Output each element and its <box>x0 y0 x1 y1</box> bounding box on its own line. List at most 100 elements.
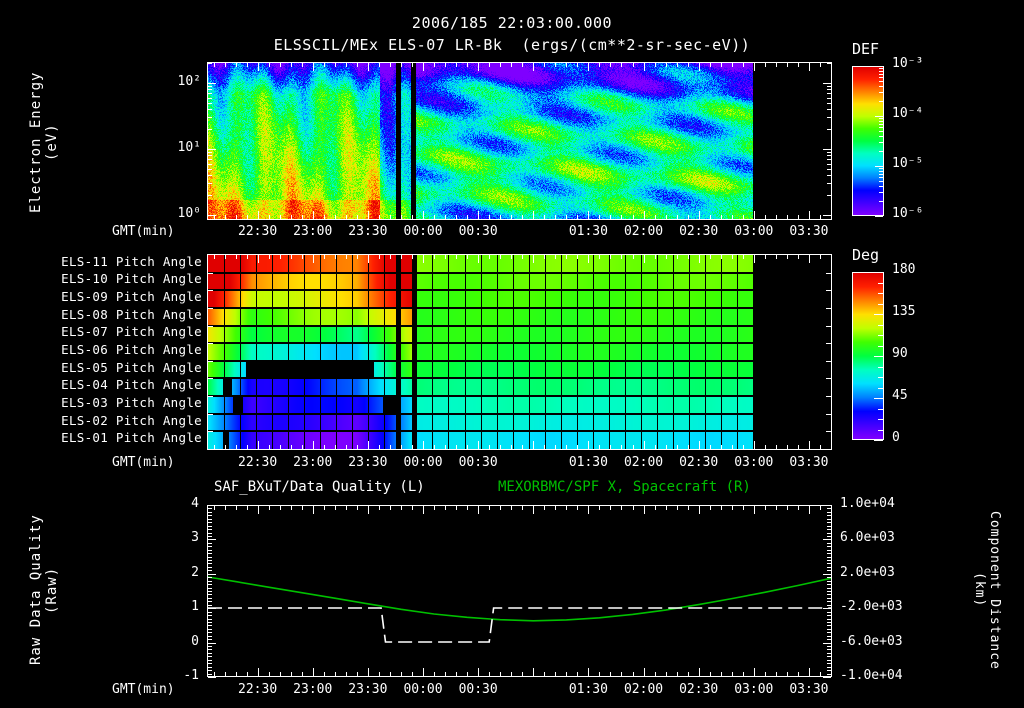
axis-tick <box>544 672 545 676</box>
component-distance-tick-label: -1.0e+04 <box>840 668 903 683</box>
axis-tick <box>826 308 831 309</box>
axis-tick <box>588 63 589 71</box>
axis-tick <box>445 63 446 67</box>
axis-tick <box>412 255 413 259</box>
axis-tick <box>732 672 733 676</box>
deg-tick-label: 135 <box>892 304 916 319</box>
axis-tick <box>879 131 883 132</box>
axis-tick <box>765 215 766 219</box>
axis-tick <box>566 255 567 259</box>
axis-tick <box>809 441 810 449</box>
axis-tick <box>827 195 831 196</box>
axis-tick <box>280 506 281 510</box>
axis-tick <box>787 506 788 510</box>
axis-tick <box>346 215 347 219</box>
data-quality-trace <box>208 607 831 643</box>
axis-tick <box>208 663 212 664</box>
axis-tick <box>423 506 424 514</box>
axis-tick <box>313 441 314 449</box>
axis-tick <box>765 63 766 67</box>
axis-tick <box>566 63 567 67</box>
time-tick-label: 01:30 <box>568 224 608 239</box>
axis-tick <box>879 192 883 193</box>
pitch-angle-image <box>208 255 791 449</box>
axis-tick <box>878 409 883 410</box>
axis-tick <box>467 63 468 67</box>
component-distance-tick-label: 6.0e+03 <box>840 530 895 546</box>
axis-tick <box>827 526 831 527</box>
axis-tick <box>324 215 325 219</box>
axis-tick <box>732 506 733 510</box>
deg-tick-label: 180 <box>892 262 916 277</box>
axis-tick <box>809 668 810 676</box>
spectrogram-plot-frame <box>207 62 832 220</box>
axis-tick <box>225 506 226 510</box>
axis-tick <box>879 101 883 102</box>
spectrogram-x-axis-label: GMT(min) <box>112 224 175 239</box>
axis-tick <box>208 215 216 216</box>
axis-tick <box>827 86 831 87</box>
component-distance-tick-label: 2.0e+03 <box>840 564 895 580</box>
axis-tick <box>827 533 831 534</box>
axis-tick <box>879 181 883 182</box>
axis-tick <box>555 506 556 510</box>
axis-tick <box>879 151 883 152</box>
axis-tick <box>655 63 656 67</box>
axis-tick <box>225 672 226 676</box>
axis-tick <box>456 672 457 676</box>
axis-tick <box>225 215 226 219</box>
axis-tick <box>688 215 689 219</box>
axis-tick <box>423 255 424 263</box>
axis-tick <box>208 169 212 170</box>
axis-tick <box>379 215 380 219</box>
axis-tick <box>798 445 799 449</box>
deg-colorbar <box>852 272 884 440</box>
axis-tick <box>214 255 215 259</box>
axis-tick <box>827 629 831 630</box>
time-tick-label: 03:00 <box>734 682 774 697</box>
axis-tick <box>827 646 831 647</box>
axis-tick <box>879 118 883 119</box>
axis-tick <box>208 660 212 661</box>
axis-tick <box>302 63 303 67</box>
axis-tick <box>269 63 270 67</box>
axis-tick <box>208 677 216 678</box>
axis-tick <box>208 601 212 602</box>
axis-tick <box>511 255 512 259</box>
axis-tick <box>401 445 402 449</box>
component-distance-tick-label: 1.0e+04 <box>840 496 895 511</box>
axis-tick <box>827 594 831 595</box>
axis-tick <box>827 63 831 64</box>
axis-tick <box>544 215 545 219</box>
axis-tick <box>820 506 821 510</box>
axis-tick <box>533 441 534 449</box>
axis-tick <box>826 326 831 327</box>
axis-tick <box>208 152 212 153</box>
axis-tick <box>522 445 523 449</box>
axis-tick <box>302 255 303 259</box>
timeseries-right-y-axis-label: Component Distance (km) <box>972 510 1002 670</box>
timeseries-left-y-axis-label: Raw Data Quality (Raw) <box>28 514 60 666</box>
axis-tick <box>368 63 369 71</box>
axis-tick <box>478 441 479 449</box>
def-tick-label: 10⁻⁶ <box>892 206 924 221</box>
pitch-angle-row-label: ELS-05 Pitch Angle <box>61 359 202 375</box>
axis-tick <box>555 672 556 676</box>
axis-tick <box>208 86 212 87</box>
axis-tick <box>588 441 589 449</box>
axis-tick <box>522 506 523 510</box>
axis-tick <box>743 63 744 67</box>
axis-tick <box>798 63 799 67</box>
pitch-angle-row-label: ELS-08 Pitch Angle <box>61 306 202 322</box>
axis-tick <box>827 649 831 650</box>
axis-tick <box>434 445 435 449</box>
time-tick-label: 03:30 <box>789 682 829 697</box>
axis-tick <box>787 445 788 449</box>
axis-tick <box>827 653 831 654</box>
axis-tick <box>247 506 248 510</box>
axis-tick <box>827 612 831 613</box>
axis-tick <box>313 668 314 676</box>
axis-tick <box>776 255 777 259</box>
axis-tick <box>879 74 883 75</box>
axis-tick <box>827 522 831 523</box>
